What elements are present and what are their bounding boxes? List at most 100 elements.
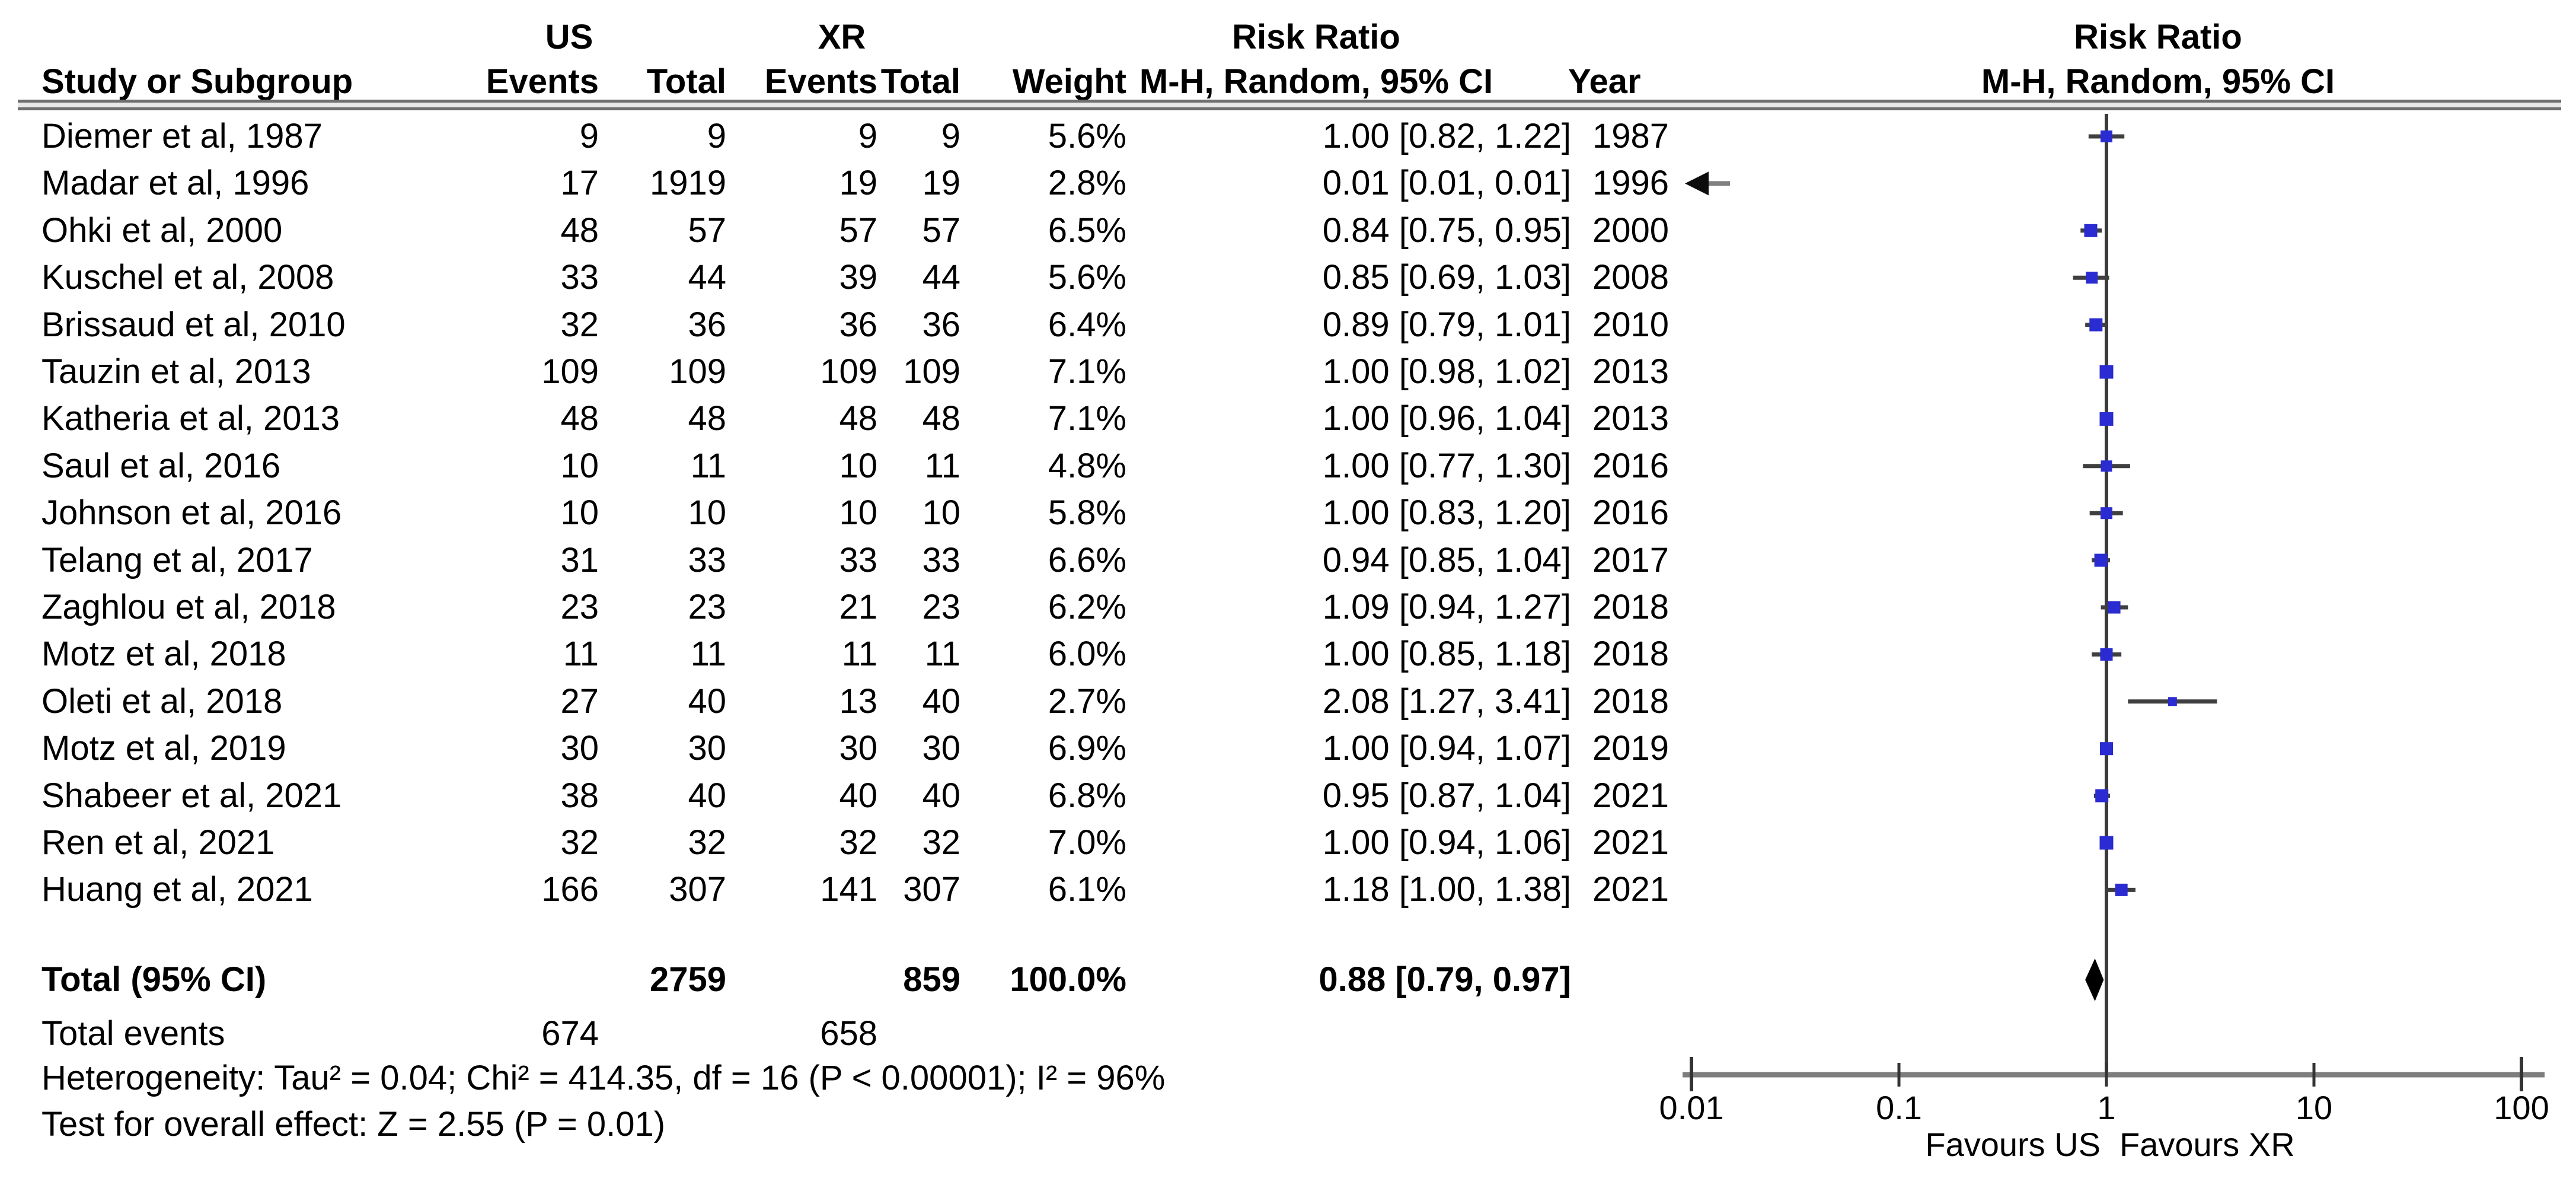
- weight-value: 2.8%: [1048, 164, 1126, 202]
- weight-value: 4.8%: [1048, 447, 1126, 485]
- us-total-value: 11: [690, 447, 726, 485]
- xr-events-value: 57: [839, 211, 877, 250]
- xr-total-value: 57: [922, 211, 960, 250]
- study-name: Kuschel et al, 2008: [42, 258, 334, 297]
- year-column-header: Year: [1568, 62, 1641, 101]
- rr-ci-value: 2.08 [1.27, 3.41]: [1322, 682, 1571, 721]
- effect-square: [2084, 224, 2098, 237]
- xr-total-value: 9: [941, 117, 960, 155]
- weight-value: 5.6%: [1048, 117, 1126, 155]
- study-name: Diemer et al, 1987: [42, 117, 323, 155]
- year-value: 1987: [1592, 117, 1669, 155]
- year-value: 2000: [1592, 211, 1669, 250]
- study-name: Ren et al, 2021: [42, 823, 275, 862]
- rr-ci-value: 0.95 [0.87, 1.04]: [1322, 776, 1571, 815]
- group1-header: US: [545, 18, 593, 56]
- effect-square: [2168, 697, 2177, 706]
- xr-total-value: 48: [922, 399, 960, 438]
- us-total-value: 36: [688, 305, 726, 344]
- xr-events-value: 13: [839, 682, 877, 721]
- us-total-value: 30: [688, 729, 726, 767]
- us-events-value: 32: [560, 823, 599, 862]
- xr-events-value: 36: [839, 305, 877, 344]
- xr-events-value: 33: [839, 541, 877, 579]
- xr-events-value: 109: [820, 352, 877, 391]
- heterogeneity-stats: Heterogeneity: Tau² = 0.04; Chi² = 414.3…: [42, 1059, 1166, 1097]
- xr-events-value: 48: [839, 399, 877, 438]
- study-name: Motz et al, 2019: [42, 729, 286, 767]
- effect-square: [2100, 648, 2113, 661]
- study-name: Tauzin et al, 2013: [42, 352, 311, 391]
- year-value: 2018: [1592, 635, 1669, 673]
- us-total-value: 23: [688, 588, 726, 626]
- xr-events-value: 30: [839, 729, 877, 767]
- axis-tick-label: 10: [2295, 1089, 2333, 1126]
- year-value: 2017: [1592, 541, 1669, 579]
- weight-value: 5.8%: [1048, 493, 1126, 532]
- xr-total-value: 44: [922, 258, 960, 297]
- summary-diamond: [2085, 958, 2104, 1001]
- study-name: Katheria et al, 2013: [42, 399, 340, 438]
- us-events-value: 27: [560, 682, 599, 721]
- us-total-column-header: Total: [646, 62, 726, 101]
- year-value: 2016: [1592, 447, 1669, 485]
- study-name: Motz et al, 2018: [42, 635, 286, 673]
- year-value: 2019: [1592, 729, 1669, 767]
- rr-ci-value: 1.00 [0.85, 1.18]: [1322, 635, 1571, 673]
- us-events-value: 30: [560, 729, 599, 767]
- weight-value: 7.1%: [1048, 399, 1126, 438]
- method-column-header-left: M-H, Random, 95% CI: [1139, 62, 1493, 101]
- effect-square: [2101, 460, 2112, 472]
- effect-square: [2108, 601, 2121, 614]
- year-value: 2013: [1592, 352, 1669, 391]
- us-total-value: 57: [688, 211, 726, 250]
- xr-total-value: 30: [922, 729, 960, 767]
- total-us-total: 2759: [649, 960, 726, 999]
- offscale-left-arrow-icon: [1685, 171, 1709, 196]
- us-total-value: 11: [690, 635, 726, 673]
- weight-value: 7.1%: [1048, 352, 1126, 391]
- year-value: 1996: [1592, 164, 1669, 202]
- favours-left-label: Favours US: [1925, 1126, 2101, 1163]
- xr-total-value: 40: [922, 776, 960, 815]
- us-events-value: 38: [560, 776, 599, 815]
- us-events-value: 31: [560, 541, 599, 579]
- favours-right-label: Favours XR: [2119, 1126, 2295, 1163]
- rr-ci-value: 1.00 [0.77, 1.30]: [1322, 447, 1571, 485]
- year-value: 2010: [1592, 305, 1669, 344]
- year-value: 2021: [1592, 776, 1669, 815]
- rr-ci-value: 0.01 [0.01, 0.01]: [1322, 164, 1571, 202]
- xr-total-value: 109: [903, 352, 960, 391]
- axis-tick-label: 100: [2494, 1089, 2549, 1126]
- weight-value: 6.4%: [1048, 305, 1126, 344]
- us-total-value: 9: [707, 117, 726, 155]
- weight-value: 5.6%: [1048, 258, 1126, 297]
- axis-tick-label: 1: [2097, 1089, 2116, 1126]
- year-value: 2013: [1592, 399, 1669, 438]
- effect-square: [2099, 836, 2114, 850]
- xr-events-value: 10: [839, 447, 877, 485]
- xr-total-column-header: Total: [880, 62, 960, 101]
- weight-value: 6.1%: [1048, 870, 1126, 909]
- xr-events-value: 10: [839, 493, 877, 532]
- effect-square: [2099, 365, 2114, 379]
- us-total-value: 33: [688, 541, 726, 579]
- axis-tick-label: 0.1: [1876, 1089, 1922, 1126]
- us-events-column-header: Events: [486, 62, 599, 101]
- us-events-value: 166: [541, 870, 599, 909]
- effect-square: [2099, 412, 2114, 426]
- year-value: 2018: [1592, 588, 1669, 626]
- effect-square: [2086, 272, 2098, 284]
- effect-square: [2101, 507, 2112, 520]
- xr-total-value: 23: [922, 588, 960, 626]
- xr-events-value: 39: [839, 258, 877, 297]
- xr-total-value: 36: [922, 305, 960, 344]
- xr-total-value: 11: [924, 447, 960, 485]
- total-xr-total: 859: [903, 960, 960, 999]
- year-value: 2018: [1592, 682, 1669, 721]
- rr-ci-value: 1.00 [0.83, 1.20]: [1322, 493, 1571, 532]
- study-name: Ohki et al, 2000: [42, 211, 283, 250]
- rr-ci-value: 1.00 [0.94, 1.06]: [1322, 823, 1571, 862]
- us-events-value: 17: [560, 164, 599, 202]
